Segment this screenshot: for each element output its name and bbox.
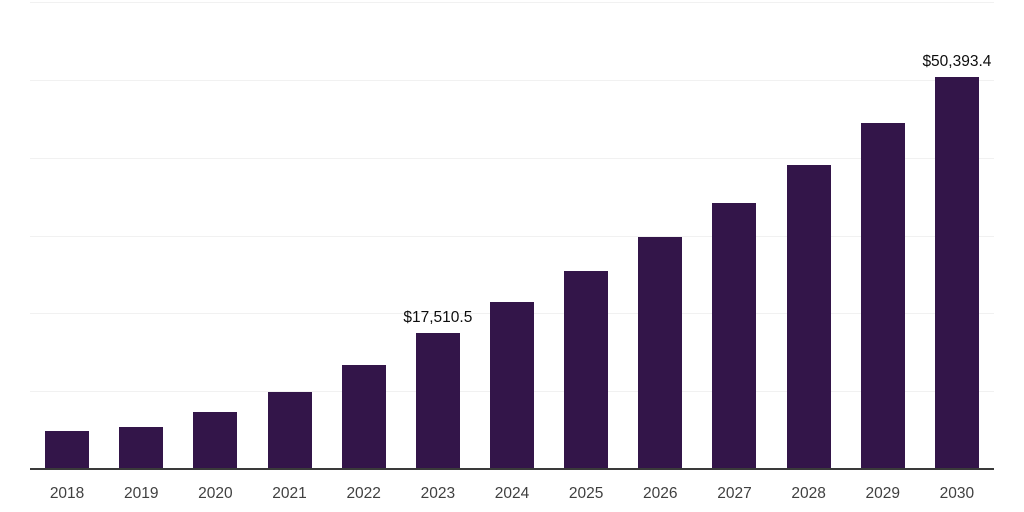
data-label-2023: $17,510.5	[403, 308, 473, 326]
x-axis-label-2030: 2030	[939, 485, 975, 502]
bar-2025	[564, 270, 609, 469]
plot-area	[30, 2, 994, 469]
data-label-2030: $50,393.4	[922, 52, 992, 70]
bar-2019	[119, 426, 164, 469]
bar-2029	[860, 123, 905, 469]
bar-2028	[786, 165, 831, 469]
x-axis-label-2022: 2022	[346, 485, 381, 502]
x-axis-label-2018: 2018	[49, 485, 85, 502]
x-axis-label-2024: 2024	[494, 485, 530, 502]
x-axis-line	[30, 468, 994, 470]
bar-2027	[712, 202, 757, 469]
x-axis-label-2027: 2027	[717, 485, 752, 502]
x-axis-label-2021: 2021	[272, 485, 307, 502]
bar-2030	[934, 76, 979, 469]
bar-2026	[638, 237, 683, 469]
x-axis-label-2028: 2028	[791, 485, 826, 502]
gridline	[30, 79, 994, 81]
x-axis-label-2025: 2025	[568, 485, 604, 502]
bar-2023	[415, 332, 460, 469]
bar-2022	[341, 365, 386, 469]
bar-2021	[267, 391, 312, 469]
gridline	[30, 235, 994, 237]
bar-2018	[45, 430, 90, 469]
bar-2024	[490, 302, 534, 469]
x-axis-label-2026: 2026	[643, 485, 678, 502]
x-axis-label-2019: 2019	[123, 485, 159, 502]
gridline	[30, 157, 994, 159]
bar-2020	[193, 412, 238, 469]
gridline	[30, 2, 994, 3]
x-axis-label-2029: 2029	[865, 485, 900, 502]
x-axis-label-2020: 2020	[198, 485, 233, 502]
x-axis-label-2023: 2023	[420, 485, 456, 502]
